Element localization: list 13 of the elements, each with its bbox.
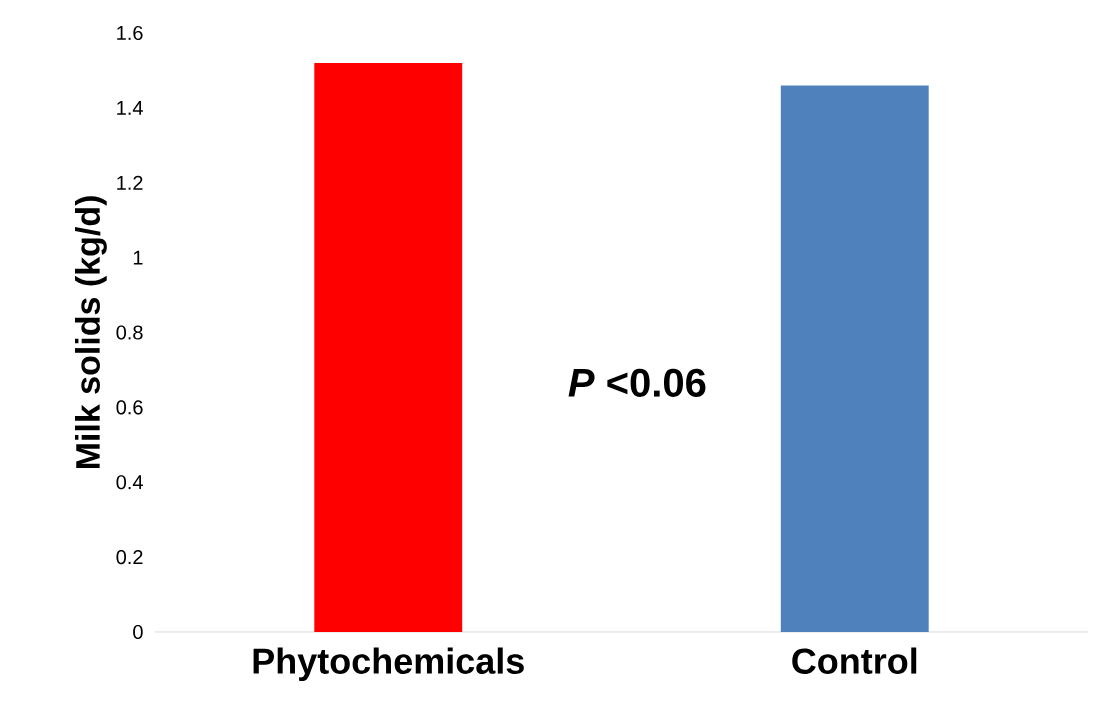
y-tick-label: 0 — [133, 624, 143, 640]
y-axis-title: Milk solids (kg/d) — [75, 196, 107, 469]
y-tick-label: 0.6 — [116, 400, 143, 415]
x-tick-label: Control — [792, 647, 917, 674]
x-tick-label: Phytochemicals — [253, 647, 524, 682]
y-tick-label: 0.2 — [116, 550, 143, 565]
y-tick-label: 1 — [133, 250, 143, 265]
y-tick-label: 0.4 — [116, 475, 143, 490]
y-tick-label: 1.6 — [117, 25, 143, 41]
y-tick-label: 1.4 — [117, 100, 143, 115]
y-tick-label: 1.2 — [117, 175, 143, 190]
y-tick-label: 0.8 — [116, 325, 143, 340]
annotation: P <0.06 — [568, 368, 706, 397]
